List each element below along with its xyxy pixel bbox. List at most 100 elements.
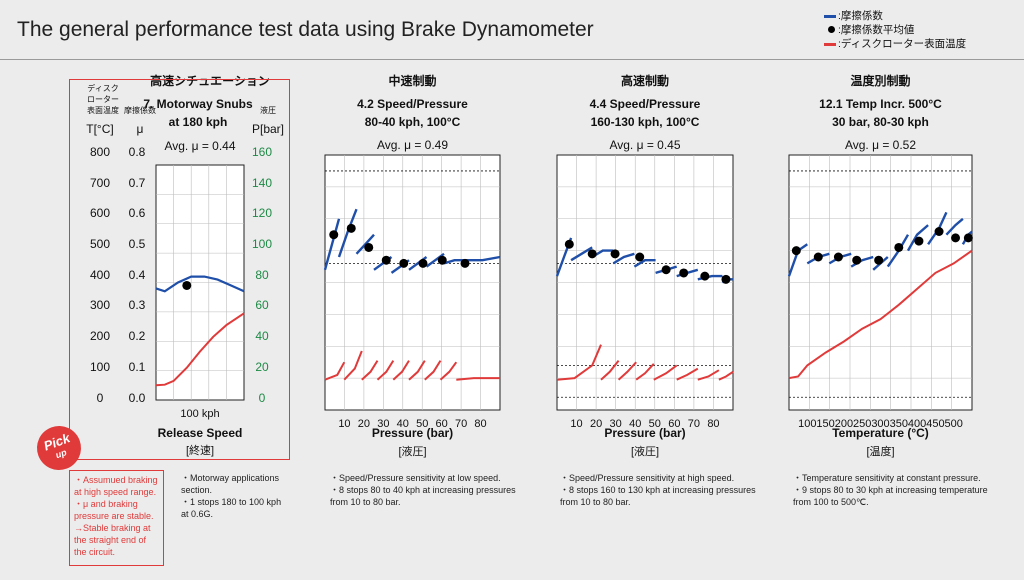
temp-axis-caption-1: ディスク <box>87 83 118 93</box>
temp-tick: 300 <box>90 298 110 312</box>
chart-3-avg-label: Avg. μ = 0.45 <box>609 138 680 152</box>
chart-2-avg-point <box>346 223 356 233</box>
legend-item-avg: :摩擦係数平均値 <box>828 23 966 37</box>
chart-4-subtitle: 30 bar, 80-30 kph <box>832 115 929 129</box>
temp-tick: 600 <box>90 206 110 220</box>
notes-chart-3: ・Speed/Pressure sensitivity at high spee… <box>560 472 770 508</box>
temp-tick: 400 <box>90 268 110 282</box>
chart-2-x-tick: 20 <box>358 418 370 430</box>
chart-2-temp-segment <box>424 360 442 381</box>
chart-4-avg-point <box>963 233 973 243</box>
chart-3-temp-segment <box>556 344 602 381</box>
chart-1-x-label-jp: [終速] <box>186 443 214 457</box>
chart-3-x-tick: 10 <box>570 418 582 430</box>
chart-4-x-tick: 400 <box>908 418 926 430</box>
chart-4-avg-point <box>813 252 823 262</box>
pressure-tick: 20 <box>255 360 269 374</box>
chart-3-mu-segment <box>633 259 656 268</box>
chart-2-avg-label: Avg. μ = 0.49 <box>377 138 448 152</box>
chart-3-avg-point <box>721 274 731 284</box>
legend: :摩擦係数 :摩擦係数平均値 :ディスクローター表面温度 <box>824 9 967 51</box>
chart-2-x-tick: 40 <box>397 418 409 430</box>
pressure-tick: 40 <box>255 329 269 343</box>
temp-tick: 800 <box>90 145 110 159</box>
chart-1-avg-point <box>182 280 192 290</box>
chart-4-avg-point <box>951 233 961 243</box>
chart-3-avg-point <box>610 249 620 259</box>
chart-3-x-tick: 30 <box>610 418 622 430</box>
chart-2-avg-point <box>460 258 470 268</box>
chart-1-subtitle: at 180 kph <box>169 115 228 129</box>
chart-2-x-tick: 80 <box>474 418 486 430</box>
note-chart-3-b: ・8 stops 160 to 130 kph at increasing pr… <box>560 485 756 507</box>
mu-tick: 0.3 <box>129 298 146 312</box>
mu-tick: 0.0 <box>129 391 146 405</box>
chart-3-x-label: Pressure (bar) <box>604 426 685 440</box>
pressure-axis-unit: P[bar] <box>252 122 284 136</box>
notes-chart-1: ・Motorway applications section. ・1 stops… <box>181 472 289 520</box>
chart-4-mu-segment <box>945 217 964 236</box>
chart-4-avg-point <box>874 255 884 265</box>
chart-2-avg-point <box>437 255 447 265</box>
chart-3-x-tick: 20 <box>590 418 602 430</box>
pressure-tick: 60 <box>255 298 269 312</box>
legend-dot-avg <box>828 26 835 33</box>
chart-1-mu-series <box>155 275 245 293</box>
chart-2-x-tick: 50 <box>416 418 428 430</box>
chart-4-x-tick: 350 <box>890 418 908 430</box>
chart-4-avg-point <box>791 246 801 256</box>
legend-label-mu: :摩擦係数 <box>838 10 883 22</box>
mu-axis-unit: μ <box>137 122 144 136</box>
chart-3-temp-segment <box>697 369 720 381</box>
temp-axis-unit: T[°C] <box>86 122 113 136</box>
note-chart-3-a: ・Speed/Pressure sensitivity at high spee… <box>560 473 735 483</box>
chart-3-avg-point <box>587 249 597 259</box>
pressure-tick: 80 <box>255 268 269 282</box>
chart-2-avg-point <box>399 258 409 268</box>
temp-tick: 200 <box>90 329 110 343</box>
chart-2-temp-segment <box>376 360 395 381</box>
chart-4-x-tick: 450 <box>926 418 944 430</box>
chart-2-temp-segment <box>324 361 346 381</box>
chart-2-temp-segment <box>408 360 426 381</box>
chart-2-x-tick: 10 <box>338 418 350 430</box>
temp-axis-caption-2: ローター <box>87 95 119 104</box>
mu-tick: 0.1 <box>129 360 146 374</box>
note-chart-1-a: ・Motorway applications section. <box>181 473 280 495</box>
chart-1-temp-series <box>155 312 245 387</box>
notes-chart-4: ・Temperature sensitivity at constant pre… <box>793 472 1003 508</box>
chart-3-temp-segment <box>653 364 678 381</box>
mu-tick: 0.6 <box>129 206 146 220</box>
chart-2-mu-segment <box>337 208 358 258</box>
chart-2-x-label: Pressure (bar) <box>372 426 453 440</box>
chart-3-subtitle: 160-130 kph, 100°C <box>591 115 700 129</box>
chart-3-avg-point <box>635 252 645 262</box>
legend-swatch-mu <box>824 15 836 18</box>
pressure-tick: 0 <box>259 391 266 405</box>
chart-2-temp-segment <box>343 350 363 381</box>
chart-2-avg-point <box>418 258 428 268</box>
chart-2-avg-point <box>329 230 339 240</box>
chart-3-x-tick: 40 <box>629 418 641 430</box>
legend-item-mu: :摩擦係数 <box>824 9 966 23</box>
chart-4-mu-segment <box>850 255 874 268</box>
chart-3-avg-point <box>564 239 574 249</box>
chart-3-mu-segment <box>570 246 593 262</box>
note-chart-2-b: ・8 stops 80 to 40 kph at increasing pres… <box>330 485 516 507</box>
chart-2-mu-segment <box>355 233 375 255</box>
pressure-tick: 140 <box>252 176 272 190</box>
title-rule <box>0 59 1024 60</box>
chart-4-x-tick: 100 <box>798 418 816 430</box>
temp-axis-caption-3: 表面温度 <box>87 105 119 115</box>
note-chart-4-b: ・9 stops 80 to 30 kph at increasing temp… <box>793 485 988 507</box>
pressure-tick: 100 <box>252 237 272 251</box>
pressure-tick: 120 <box>252 206 272 220</box>
legend-label-temp: :ディスクローター表面温度 <box>838 38 967 50</box>
chart-2-subtitle: 80-40 kph, 100°C <box>365 115 461 129</box>
chart-2-temp-segment <box>439 361 458 381</box>
chart-2-mu-segment <box>443 259 465 265</box>
chart-1-x-label: Release Speed <box>158 426 243 440</box>
chart-1-avg-label: Avg. μ = 0.44 <box>164 139 235 153</box>
chart-4-temp-series <box>788 249 973 380</box>
